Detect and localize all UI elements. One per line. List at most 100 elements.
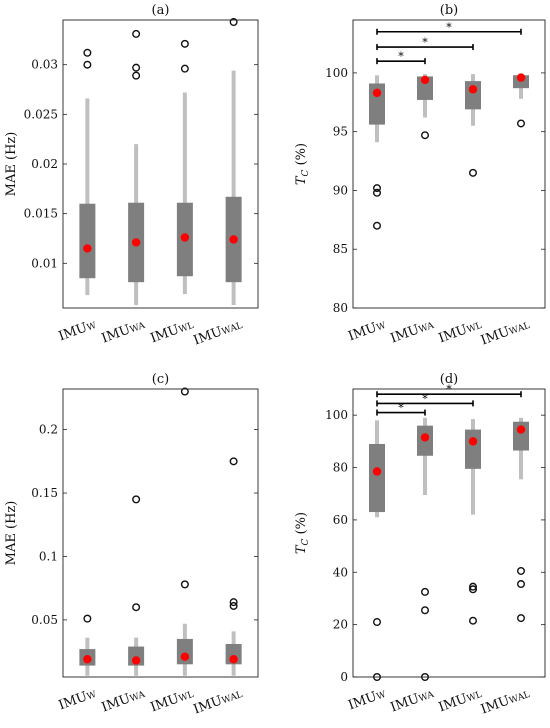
significance-star: *	[398, 50, 404, 63]
mean-point	[131, 238, 141, 247]
box-iqr	[417, 76, 433, 100]
x-tick-label: IMUW	[57, 317, 99, 345]
x-tick-label: IMUWA	[100, 317, 148, 347]
x-tick-label-subscript: WA	[129, 690, 147, 705]
x-tick-label-main: IMU	[346, 320, 379, 344]
x-tick-label: IMUWA	[389, 317, 437, 347]
outlier-point	[229, 17, 238, 26]
panel-title: (c)	[152, 372, 169, 387]
y-tick-label: 20	[333, 618, 348, 632]
outlier-point	[421, 131, 430, 140]
mean-point	[468, 437, 478, 446]
y-tick-label: 95	[333, 125, 348, 139]
x-tick-label: IMUWA	[389, 686, 437, 716]
box-iqr	[369, 443, 385, 513]
x-tick-label-subscript: WL	[466, 321, 484, 336]
x-tick-label: IMUW	[57, 686, 99, 714]
mean-point	[83, 655, 92, 664]
outlier-point	[469, 168, 478, 177]
outlier-point	[83, 48, 92, 57]
outlier-point	[180, 64, 189, 73]
x-tick-label-subscript: W	[375, 690, 388, 703]
x-tick-label: IMUW	[346, 317, 388, 345]
x-tick-label-subscript: WAL	[221, 690, 244, 707]
y-tick-label: 0.02	[31, 157, 58, 171]
significance-star: *	[422, 36, 428, 49]
mean-point	[468, 85, 478, 94]
y-tick-label: 60	[333, 513, 348, 527]
x-tick-label-main: IMU	[57, 689, 90, 713]
x-tick-label-main: IMU	[389, 691, 422, 715]
mean-point	[516, 425, 526, 434]
y-tick-label: 90	[333, 183, 348, 197]
box-iqr	[465, 429, 481, 469]
outlier-point	[132, 63, 141, 72]
x-tick-label: IMUWA	[100, 686, 148, 716]
outlier-point	[517, 119, 526, 128]
mean-point	[180, 233, 190, 242]
box-iqr	[79, 203, 96, 279]
x-tick-label-main: IMU	[437, 322, 470, 346]
outlier-point	[373, 221, 382, 230]
x-tick-label-main: IMU	[192, 324, 225, 348]
x-tick-label: IMUWAL	[192, 686, 245, 717]
y-tick-label: 0	[340, 670, 348, 684]
outlier-point	[229, 457, 238, 466]
outlier-point	[517, 566, 526, 575]
x-tick-label-main: IMU	[100, 691, 133, 715]
x-tick-label-subscript: WA	[129, 321, 147, 336]
y-axis-label-subscript: C	[301, 538, 311, 545]
y-axis-label: TC (%)	[294, 143, 311, 185]
mean-point	[516, 73, 526, 82]
x-tick-label-main: IMU	[192, 693, 225, 717]
outlier-point	[132, 29, 141, 38]
y-axis-label-subscript: C	[301, 169, 311, 176]
y-tick-label: 0.15	[31, 486, 58, 500]
x-tick-label: IMUWL	[149, 686, 196, 715]
x-tick-label: IMUWAL	[479, 686, 532, 717]
outlier-point	[373, 184, 382, 193]
y-tick-label: 0.015	[24, 207, 58, 221]
x-tick-label-subscript: WAL	[508, 321, 531, 338]
mean-point	[83, 244, 92, 253]
outlier-point	[132, 603, 141, 612]
y-axis-label-unit: (%)	[294, 143, 309, 170]
x-tick-label-main: IMU	[100, 322, 133, 346]
panel-title: (a)	[152, 3, 170, 18]
outlier-point	[517, 580, 526, 589]
x-tick-label: IMUW	[346, 686, 388, 714]
x-tick-label-subscript: WL	[178, 690, 196, 705]
x-tick-label-main: IMU	[479, 324, 512, 348]
panel-title: (d)	[440, 372, 458, 387]
y-axis-label-unit: (%)	[294, 512, 309, 539]
x-tick-label-main: IMU	[346, 689, 379, 713]
panel-title: (b)	[440, 3, 458, 18]
x-tick-label-subscript: WA	[418, 690, 436, 705]
x-tick-label-subscript: WAL	[508, 690, 531, 707]
y-tick-label: 100	[325, 66, 348, 80]
outlier-point	[180, 387, 189, 396]
x-tick-label-main: IMU	[479, 693, 512, 717]
outlier-point	[132, 71, 141, 80]
outlier-point	[229, 601, 238, 610]
y-axis-label-symbol: T	[294, 175, 309, 185]
x-tick-label: IMUWAL	[479, 317, 532, 348]
mean-point	[372, 467, 382, 476]
x-tick-label-subscript: WL	[178, 321, 196, 336]
y-tick-label: 80	[333, 461, 348, 475]
y-tick-label: 40	[333, 565, 348, 579]
mean-point	[131, 656, 141, 665]
y-tick-label: 80	[333, 301, 348, 315]
significance-star: *	[446, 21, 452, 34]
x-tick-label: IMUWL	[437, 317, 484, 346]
significance-star: *	[422, 392, 428, 405]
y-tick-label: 0.2	[39, 423, 58, 437]
mean-point	[229, 235, 238, 244]
significance-star: *	[446, 383, 452, 396]
y-tick-label: 0.025	[24, 107, 58, 121]
x-tick-label: IMUWL	[437, 686, 484, 715]
